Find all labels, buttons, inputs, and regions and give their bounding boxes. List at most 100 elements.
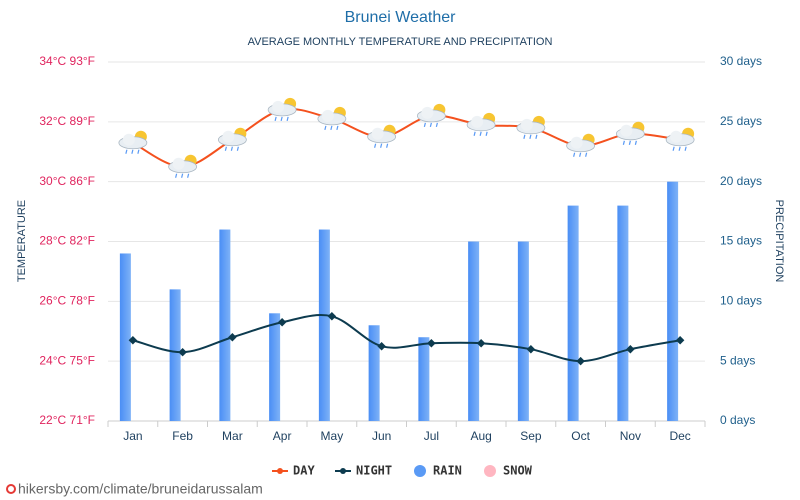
line-marker [228, 332, 237, 342]
cloud [421, 106, 434, 119]
weather-icon [168, 154, 198, 178]
rain-drop [137, 149, 140, 154]
chart-title: Brunei Weather [345, 9, 457, 26]
rain-drop [678, 146, 681, 151]
rain-drop [380, 143, 383, 148]
line-marker [526, 344, 536, 354]
rain-drop [187, 173, 190, 178]
y2-tick-label: 20 days [720, 174, 762, 188]
weather-icon [665, 127, 695, 151]
rain-drop [423, 122, 426, 127]
y-tick-label: 24°C 75°F [39, 353, 95, 367]
y-tick-label: 34°C 93°F [39, 54, 95, 68]
rain-drop [336, 125, 339, 130]
legend-item: DAY [272, 464, 315, 478]
line-marker [327, 312, 337, 321]
x-tick-label: Jul [424, 429, 439, 443]
y2-tick-label: 25 days [720, 114, 762, 128]
cloud [620, 124, 633, 137]
rain-drop [523, 134, 526, 139]
legend-item: NIGHT [335, 464, 392, 478]
chart-subtitle: AVERAGE MONTHLY TEMPERATURE AND PRECIPIT… [248, 36, 553, 48]
cloud [321, 109, 334, 122]
line-day [132, 108, 681, 168]
rain-drop [125, 149, 128, 154]
rain-bar [219, 229, 231, 421]
rain-drop [473, 131, 476, 136]
legend-label: DAY [293, 464, 315, 478]
rain-bar [617, 205, 629, 421]
weather-icon [566, 133, 596, 157]
y2-axis-label: PRECIPITATION [773, 200, 785, 283]
line-marker [128, 335, 138, 345]
y-tick-label: 26°C 78°F [39, 294, 95, 308]
weather-icon [267, 97, 297, 122]
weather-icon [615, 121, 645, 145]
legend-label: RAIN [433, 464, 462, 478]
rain-drop [628, 140, 631, 145]
rain-bar [567, 205, 579, 421]
weather-icon [416, 103, 446, 127]
weather-icon [118, 130, 148, 154]
rain-drop [634, 140, 637, 145]
rain-drop [579, 152, 582, 157]
rain-drop [181, 173, 184, 178]
legend-item: SNOW [484, 464, 533, 478]
rain-bar [667, 181, 679, 421]
line-marker [427, 338, 436, 348]
y2-tick-label: 0 days [720, 413, 755, 427]
rain-drop [585, 152, 588, 157]
y-tick-label: 28°C 82°F [39, 234, 95, 248]
rain-drop [280, 116, 283, 122]
rain-drop [175, 173, 178, 178]
legend-marker [340, 468, 346, 474]
rain-drop [286, 116, 289, 122]
rain-bar [517, 241, 529, 421]
legend-marker [277, 468, 283, 474]
y-tick-label: 22°C 71°F [39, 413, 95, 427]
cloud [670, 130, 683, 143]
line-marker [675, 335, 685, 345]
y2-tick-label: 15 days [720, 234, 762, 248]
x-tick-label: Apr [273, 429, 292, 443]
weather-icon [317, 106, 347, 130]
rain-drop [324, 125, 327, 130]
source: hikersby.com/climate/bruneidarussalam [6, 481, 263, 497]
rain-bar [119, 253, 131, 421]
x-tick-label: Feb [172, 429, 193, 443]
cloud [570, 136, 583, 149]
legend-marker [414, 465, 426, 477]
rain-bar [318, 229, 330, 421]
cloud [471, 115, 484, 128]
line-marker [277, 318, 287, 327]
rain-drop [529, 134, 532, 139]
rain-drop [622, 140, 625, 145]
rain-drop [274, 116, 277, 122]
cloud [272, 100, 285, 113]
y-axis-label: TEMPERATURE [16, 200, 28, 282]
legend-label: NIGHT [356, 464, 392, 478]
x-tick-label: Nov [620, 429, 641, 443]
weather-icon [466, 112, 496, 136]
line-night [132, 314, 681, 363]
cloud [172, 157, 185, 170]
rain-drop [435, 122, 438, 127]
y2-tick-label: 10 days [720, 294, 762, 308]
rain-bar [169, 289, 181, 421]
rain-bar [368, 325, 380, 421]
weather-icon [516, 115, 546, 139]
rain-drop [386, 143, 389, 148]
line-marker [377, 341, 386, 351]
rain-drop [479, 131, 482, 136]
weather-icon [367, 124, 397, 148]
rain-bar [269, 313, 281, 421]
rain-bar [468, 241, 480, 421]
x-tick-label: Jan [123, 429, 142, 443]
cloud [520, 118, 533, 131]
source-text: hikersby.com/climate/bruneidarussalam [18, 481, 263, 497]
legend-label: SNOW [503, 464, 533, 478]
x-tick-label: Jun [372, 429, 391, 443]
y-tick-label: 30°C 86°F [39, 174, 95, 188]
rain-drop [535, 134, 538, 139]
